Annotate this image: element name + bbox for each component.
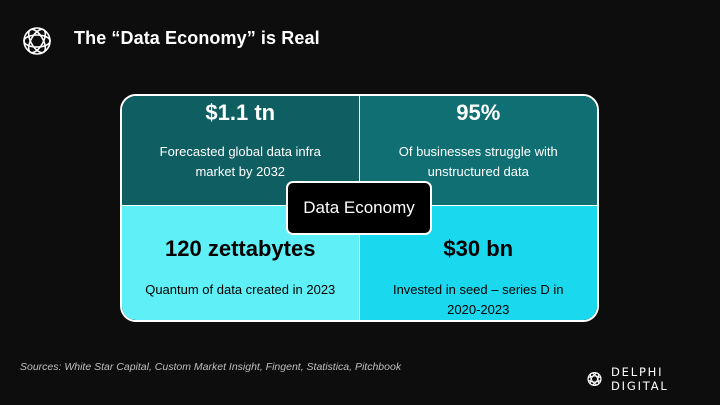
stat-value: $30 bn [443, 236, 514, 261]
center-label: Data Economy [286, 181, 432, 235]
page-title: The “Data Economy” is Real [74, 28, 320, 48]
stat-description: Invested in seed – series D in 2020-2023 [392, 282, 564, 317]
brand-name: DELPHI DIGITAL [611, 365, 669, 393]
brand-footer: DELPHI DIGITAL [586, 365, 720, 393]
stat-description: Forecasted global data infra market by 2… [159, 144, 321, 179]
stat-description: Quantum of data created in 2023 [145, 282, 336, 297]
stat-card-infra-market: $1.1 tn Forecasted global data infra mar… [122, 96, 360, 206]
stats-grid: $1.1 tn Forecasted global data infra mar… [120, 94, 599, 322]
stat-value: $1.1 tn [205, 100, 276, 125]
delphi-logo-icon [23, 27, 51, 55]
stat-value: 120 zettabytes [165, 236, 316, 261]
stat-value: 95% [456, 100, 501, 125]
sources-footnote: Sources: White Star Capital, Custom Mark… [20, 361, 402, 373]
stat-description: Of businesses struggle with unstructured… [398, 144, 558, 179]
delphi-logo-icon [587, 371, 602, 387]
